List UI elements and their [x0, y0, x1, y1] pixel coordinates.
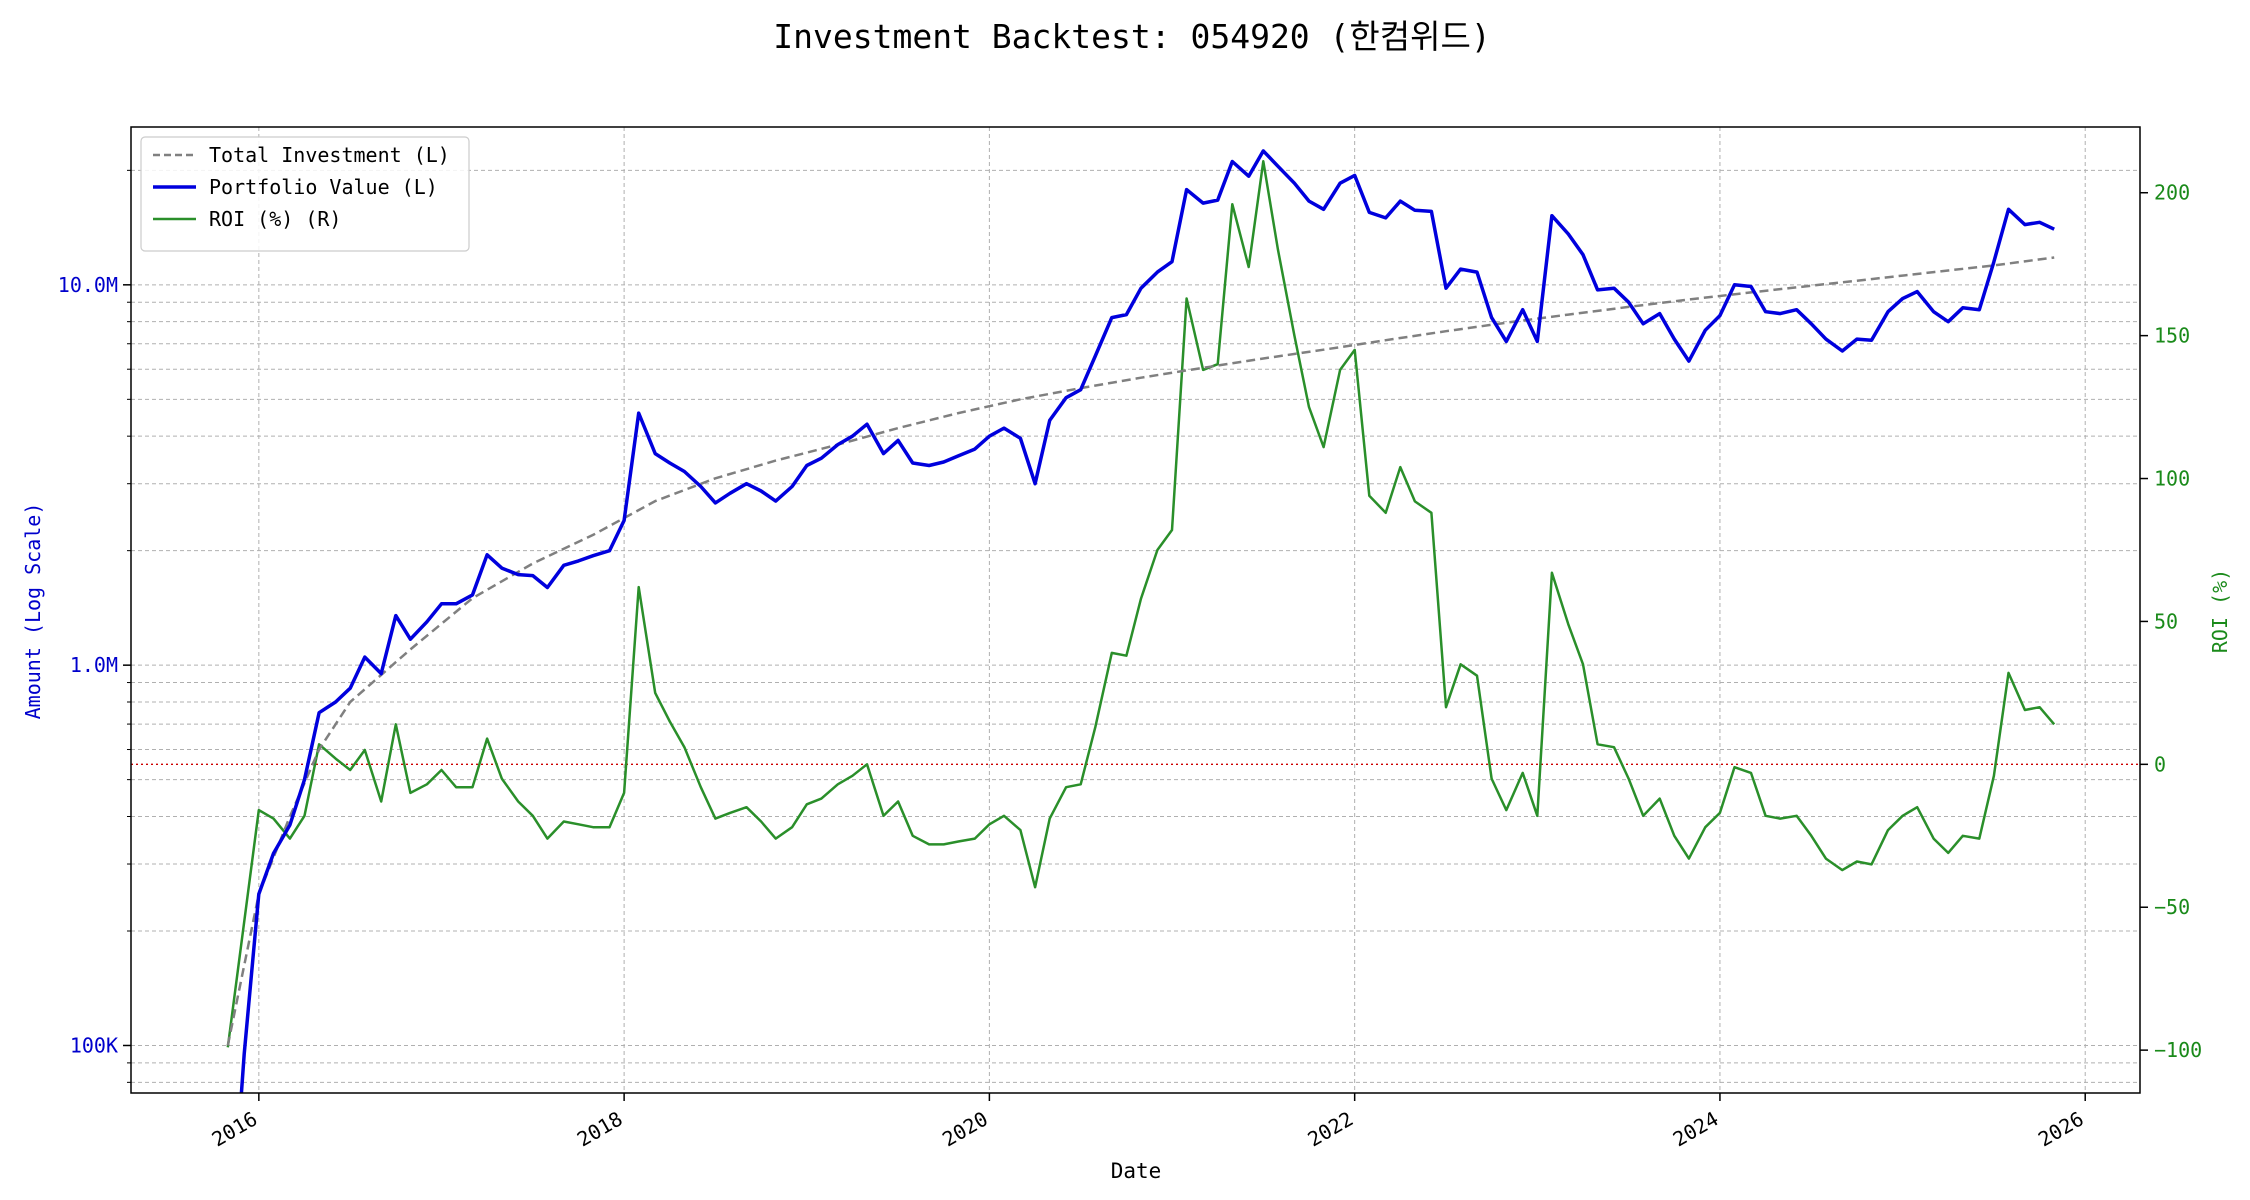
- grid-lines: [131, 127, 2140, 1093]
- x-tick-label: 2022: [1303, 1107, 1357, 1152]
- legend-label: Portfolio Value (L): [209, 175, 438, 199]
- axes-layer: 2016 2018 2020 2022 2024 2026 100K 1.0M 10.0M −10…: [58, 169, 2202, 1152]
- left-tick-label: 1.0M: [70, 653, 118, 677]
- x-tick-label: 2026: [2034, 1107, 2088, 1152]
- x-axis-label: Date: [1111, 1159, 1162, 1183]
- chart-title: Investment Backtest: 054920 (한컴위드): [773, 17, 1490, 56]
- legend-box: [140, 136, 470, 252]
- right-tick-label: −100: [2154, 1038, 2202, 1062]
- left-tick-label: 10.0M: [58, 273, 118, 297]
- legend: Total Investment (L) Portfolio Value (L) R…: [140, 136, 470, 252]
- series-line-roi-r: [226, 160, 2056, 1048]
- legend-label: Total Investment (L): [209, 143, 450, 167]
- right-tick-label: −50: [2154, 895, 2190, 919]
- right-tick-label: 100: [2154, 467, 2190, 491]
- right-axis-label: ROI (%): [2208, 569, 2232, 653]
- series-line-portfolio-value-l: [239, 149, 2055, 1093]
- legend-label: ROI (%) (R): [209, 207, 341, 231]
- left-tick-label: 100K: [70, 1033, 118, 1057]
- left-axis-label: Amount (Log Scale): [21, 503, 45, 720]
- right-tick-label: 200: [2154, 181, 2190, 205]
- series-layer: [131, 149, 2140, 1093]
- right-tick-label: 0: [2154, 752, 2166, 776]
- series-line-total-investment-l: [226, 256, 2055, 1046]
- right-tick-label: 150: [2154, 324, 2190, 348]
- plot-frame: [130, 126, 2141, 1094]
- x-tick-label: 2018: [573, 1107, 627, 1152]
- right-tick-label: 50: [2154, 609, 2178, 633]
- x-tick-label: 2020: [938, 1107, 992, 1152]
- x-tick-label: 2024: [1669, 1107, 1723, 1152]
- x-tick-label: 2016: [208, 1107, 262, 1152]
